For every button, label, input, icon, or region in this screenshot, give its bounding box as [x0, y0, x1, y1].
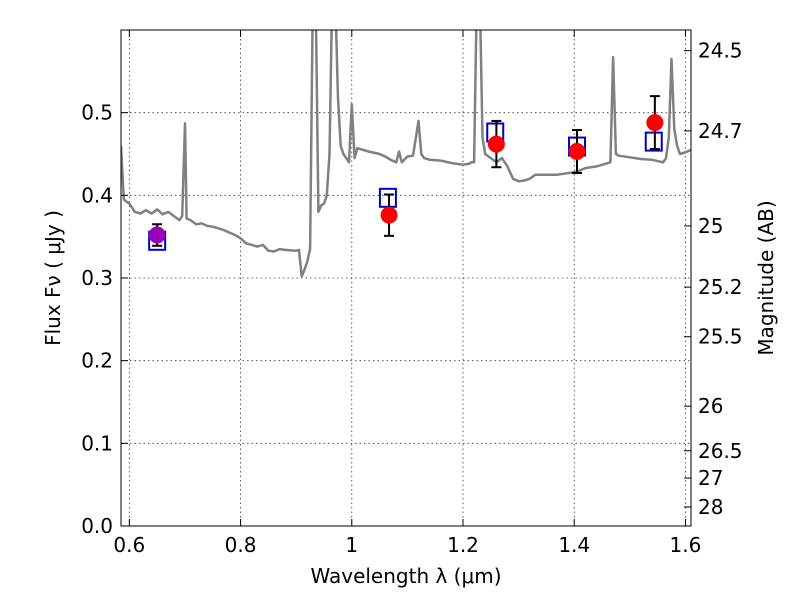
y2-tick-label: 24.7	[698, 119, 743, 143]
model-photometry-square	[644, 131, 663, 152]
y2-tick-label: 24.5	[698, 39, 743, 63]
y2-tick-label: 28	[698, 495, 723, 519]
y-tick-label: 0.2	[81, 349, 113, 373]
y-tick-label: 0.1	[81, 431, 113, 455]
y2-tick-label: 25	[698, 214, 723, 238]
x-tick-label: 1.6	[670, 533, 702, 557]
x-tick-label: 1	[345, 533, 358, 557]
observed-layer	[148, 95, 664, 247]
y-tick-label: 0.4	[81, 183, 113, 207]
observed-point	[646, 114, 664, 132]
observed-point	[148, 226, 166, 244]
observed-point	[568, 143, 586, 161]
y2-tick-label: 25.5	[698, 325, 743, 349]
y2-tick-label: 26	[698, 394, 723, 418]
y-tick-label: 0.0	[81, 514, 113, 538]
x-axis-title: Wavelength λ (μm)	[310, 564, 501, 588]
ticks	[121, 30, 691, 527]
y2-tick-label: 25.2	[698, 275, 743, 299]
x-tick-label: 0.6	[113, 533, 145, 557]
observed-point	[487, 135, 505, 153]
tick-labels: 0.6 0.8 1 1.2 1.4 1.6 0.0 0.1 0.2 0.3 0.4 0.5 24.5 24…	[81, 39, 742, 557]
y2-axis-title: Magnitude (AB)	[754, 200, 778, 355]
x-tick-label: 1.4	[558, 533, 590, 557]
y2-tick-label: 26.5	[698, 439, 743, 463]
model-spectrum-line	[121, 30, 691, 278]
x-tick-label: 1.2	[447, 533, 479, 557]
y-axis-title: Flux Fν ( μJy )	[41, 210, 65, 346]
spectrum-layer	[121, 30, 691, 278]
y2-tick-label: 27	[698, 466, 723, 490]
observed-point	[380, 206, 398, 224]
y-tick-label: 0.3	[81, 266, 113, 290]
y-tick-label: 0.5	[81, 101, 113, 125]
grid	[121, 30, 691, 526]
x-tick-label: 0.8	[225, 533, 257, 557]
